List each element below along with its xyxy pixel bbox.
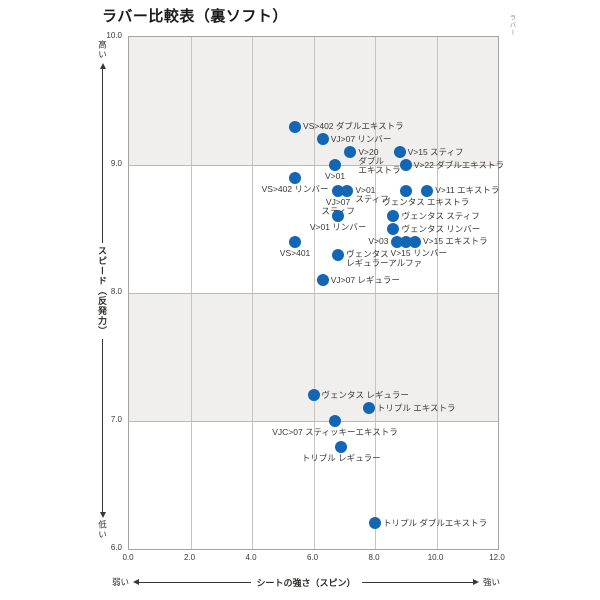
x-tick-label: 10.0	[427, 553, 444, 562]
data-point	[332, 184, 345, 197]
data-point-label: ヴェンタス スティフ	[401, 210, 480, 221]
data-point-label: トリプル レギュラー	[301, 452, 381, 463]
data-point	[307, 389, 320, 402]
y-tick-label: 7.0	[110, 415, 122, 424]
data-point	[387, 210, 400, 223]
data-point	[421, 184, 434, 197]
data-point	[393, 146, 406, 159]
x-tick-label: 2.0	[183, 553, 196, 562]
data-point	[362, 402, 375, 415]
data-point	[329, 159, 342, 171]
y-axis-line	[102, 69, 103, 243]
data-point	[344, 146, 357, 159]
data-point	[399, 159, 412, 171]
data-point-label: VS>402 ダブルエキストラ	[303, 121, 404, 132]
y-tick-label: 9.0	[110, 159, 122, 168]
y-axis-label-group: 高い スピード（反発力） 低い	[95, 40, 110, 540]
data-point-label: V>01	[324, 171, 346, 181]
y-axis-low-label: 低い	[97, 520, 108, 540]
corner-label: ラバー	[508, 14, 515, 37]
data-point	[316, 133, 329, 146]
data-point	[399, 184, 412, 197]
x-axis-line	[361, 581, 473, 583]
data-point	[341, 184, 354, 197]
data-point-label: V>03	[368, 236, 389, 247]
data-point	[289, 171, 302, 184]
data-point	[369, 517, 381, 530]
gridline-horizontal	[129, 293, 498, 294]
data-point	[390, 235, 403, 248]
data-point	[289, 235, 302, 248]
data-point-label: ヴェンタス レギュラーアルファ	[346, 249, 423, 269]
arrow-up-icon	[99, 63, 106, 69]
data-point-label: ヴェンタス レギュラー	[321, 389, 409, 400]
x-tick-label: 6.0	[306, 553, 319, 562]
data-point	[335, 440, 348, 453]
y-tick-label: 6.0	[110, 543, 122, 552]
data-point-label: V>01 スティフ	[355, 185, 389, 205]
y-axis-line	[102, 338, 103, 512]
x-axis-title: シートの強さ（スピン）	[256, 577, 356, 588]
data-point-label: V>15 スティフ	[407, 146, 464, 157]
gridline-horizontal	[129, 165, 498, 166]
gridline-horizontal	[129, 421, 498, 422]
data-point-label: V>15 リンバー	[390, 247, 447, 258]
y-tick-label: 8.0	[110, 287, 122, 296]
data-point	[332, 210, 345, 223]
data-point-label: VS>401	[279, 247, 311, 258]
data-point	[332, 248, 345, 261]
arrow-left-icon	[133, 579, 140, 585]
arrow-right-icon	[473, 579, 479, 585]
data-point	[387, 223, 400, 235]
data-point-label: V>11 エキストラ	[435, 185, 500, 196]
data-point-label: V>15 エキストラ	[422, 236, 488, 247]
y-axis-title: スピード（反発力）	[97, 245, 107, 336]
plot-area: VS>402 ダブルエキストラ VJ>07 リンバー V>20 ダブル エキストラ V>1…	[128, 36, 504, 550]
data-point	[316, 274, 329, 287]
x-axis-line	[139, 581, 251, 583]
data-point-label: VJ>07 レギュラー	[330, 274, 400, 285]
data-point	[289, 120, 302, 133]
x-axis-strong-label: 強い	[483, 577, 501, 587]
data-point	[408, 235, 421, 248]
data-point-label: V>20 ダブル エキストラ	[358, 146, 401, 175]
data-point-label: VJ>07 リンバー	[330, 133, 392, 144]
x-axis-label-group: 弱い シートの強さ（スピン） 強い	[112, 574, 500, 590]
x-tick-label: 12.0	[489, 553, 505, 562]
data-point	[399, 235, 412, 248]
data-point-label: VS>402 リンバー	[261, 183, 329, 194]
y-axis-high-label: 高い	[97, 40, 108, 60]
data-point-label: V>22 ダブルエキストラ	[413, 159, 504, 170]
data-point	[329, 415, 342, 427]
data-point-label: ヴェンタス リンバー	[401, 223, 481, 234]
x-tick-label: 0.0	[122, 553, 134, 562]
data-point-label: トリプル ダブルエキストラ	[383, 517, 488, 528]
data-point-label: トリプル エキストラ	[376, 402, 456, 413]
chart-title: ラバー比較表（裏ソフト）	[102, 8, 288, 25]
x-tick-label: 8.0	[368, 553, 380, 562]
x-tick-label: 4.0	[245, 553, 257, 562]
y-tick-label: 10.0	[106, 31, 122, 40]
data-point-label: V>01 リンバー	[309, 222, 367, 233]
arrow-down-icon	[99, 512, 106, 518]
x-axis-weak-label: 弱い	[112, 577, 130, 587]
data-point-label: ヴェンタス エキストラ	[382, 196, 470, 207]
data-point-label: VJC>07 スティッキーエキストラ	[272, 427, 398, 437]
